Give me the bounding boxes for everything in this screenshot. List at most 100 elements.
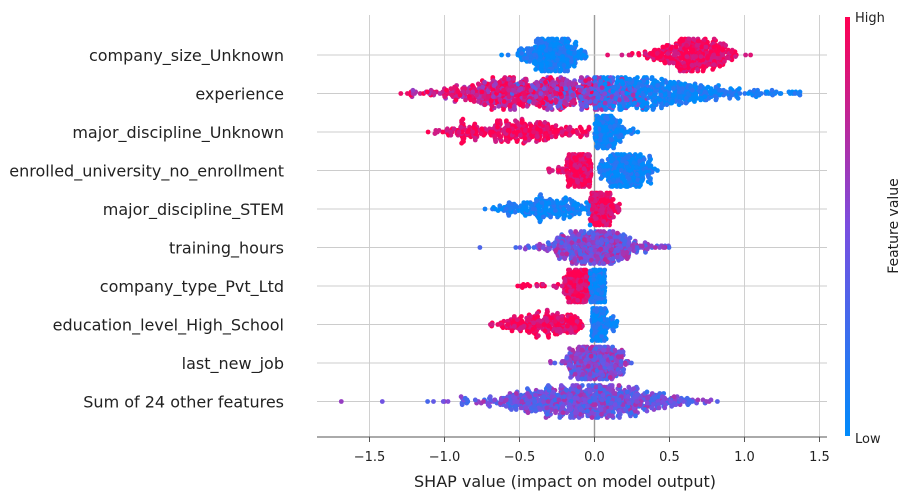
shap-point [530, 134, 535, 140]
shap-point [563, 195, 568, 201]
shap-point [634, 164, 639, 170]
shap-point [581, 206, 587, 212]
shap-point [690, 97, 696, 103]
shap-point [475, 99, 481, 104]
shap-point [581, 52, 587, 58]
shap-point [595, 240, 600, 246]
shap-points [338, 36, 803, 420]
shap-point [506, 87, 512, 93]
shap-point [534, 283, 540, 289]
shap-point [702, 89, 708, 95]
shap-point [639, 179, 644, 185]
shap-point [608, 153, 613, 159]
shap-point [524, 103, 530, 109]
shap-point [657, 97, 663, 103]
shap-point [611, 177, 616, 183]
shap-point [584, 103, 589, 109]
shap-point [431, 91, 437, 96]
shap-point [559, 129, 565, 135]
shap-point [683, 49, 689, 55]
shap-point [548, 214, 553, 220]
shap-point [492, 134, 498, 140]
shap-point [543, 79, 548, 85]
shap-point [471, 124, 476, 130]
shap-point [544, 61, 550, 66]
shap-point [569, 240, 575, 246]
shap-point [559, 283, 565, 289]
shap-point [547, 47, 553, 52]
shap-point [553, 248, 559, 254]
shap-point [530, 206, 536, 212]
shap-point [517, 245, 523, 250]
shap-point [684, 43, 689, 48]
shap-point [702, 94, 708, 100]
shap-point [576, 232, 581, 238]
shap-point [558, 46, 564, 51]
shap-point [644, 100, 650, 106]
shap-point [496, 103, 502, 109]
shap-point [537, 127, 543, 133]
shap-point [677, 99, 683, 104]
shap-point [600, 144, 605, 150]
shap-point [511, 103, 517, 109]
shap-point [556, 168, 562, 173]
shap-point [495, 87, 500, 93]
shap-point [506, 200, 512, 206]
shap-point [637, 97, 643, 103]
shap-point [674, 63, 680, 69]
shap-point [553, 97, 558, 103]
shap-point [547, 246, 552, 252]
shap-point [606, 144, 611, 149]
shap-point [519, 51, 525, 56]
shap-point [598, 246, 604, 252]
shap-point [684, 54, 690, 59]
shap-point [602, 91, 608, 97]
shap-point [567, 124, 573, 130]
shap-point [550, 36, 556, 42]
shap-point [697, 84, 703, 90]
shap-point [614, 127, 619, 133]
shap-point [600, 206, 606, 212]
shap-point [568, 288, 573, 294]
shap-point [640, 171, 646, 177]
shap-point [547, 169, 552, 175]
shap-point [683, 100, 689, 106]
shap-point [571, 63, 577, 69]
shap-point [646, 160, 651, 165]
shap-point [608, 211, 614, 217]
shap-point [548, 62, 554, 67]
shap-point [577, 87, 583, 93]
shap-point [711, 52, 717, 58]
shap-point [649, 243, 654, 249]
shap-point [555, 57, 560, 63]
shap-point [568, 280, 573, 286]
shap-point [538, 44, 544, 50]
shap-point [564, 102, 570, 108]
shap-point [486, 94, 491, 100]
shap-point [496, 131, 501, 137]
shap-point [566, 245, 572, 250]
shap-point [575, 298, 581, 303]
shap-point [593, 129, 599, 135]
shap-point [491, 205, 496, 210]
shap-point [700, 64, 706, 69]
shap-point [542, 120, 548, 125]
shap-point [569, 59, 574, 64]
shap-point [595, 256, 601, 262]
shap-point [566, 152, 572, 157]
shap-point [531, 100, 536, 106]
shap-point [458, 124, 464, 130]
shap-point [497, 97, 503, 103]
shap-point [501, 99, 507, 104]
shap-point [713, 94, 719, 100]
shap-point [603, 107, 608, 112]
shap-point [608, 137, 614, 143]
shap-point [652, 92, 658, 98]
shap-point [705, 62, 711, 67]
shap-point [531, 245, 537, 250]
shap-point [581, 246, 587, 252]
shap-point [625, 155, 631, 161]
shap-point [610, 118, 615, 124]
shap-point [729, 49, 735, 55]
shap-point [727, 89, 733, 95]
